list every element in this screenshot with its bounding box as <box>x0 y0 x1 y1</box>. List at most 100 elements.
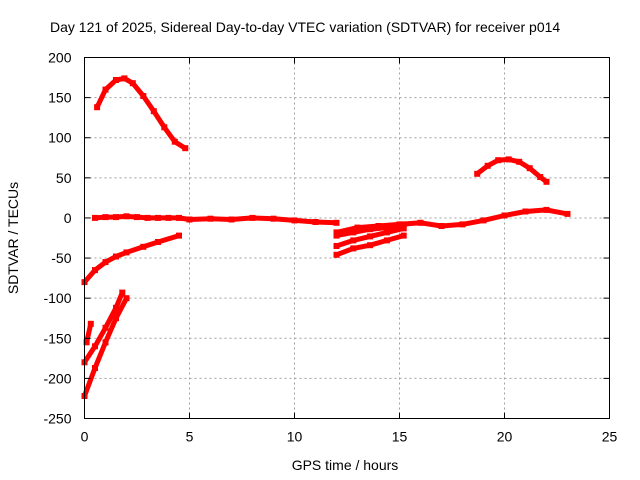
point-near-zero-early <box>165 214 172 221</box>
point-near-zero-mid <box>270 215 277 222</box>
trace-near-zero-mid <box>189 215 337 226</box>
point-drift-bundle-b <box>350 237 357 244</box>
y-tick-label: 150 <box>48 90 72 106</box>
x-tick-label: 25 <box>602 429 618 445</box>
point-arc-high-early <box>150 108 157 115</box>
point-near-zero-late <box>438 223 445 229</box>
y-tick-label: 50 <box>56 170 72 186</box>
point-rising-early <box>113 253 119 260</box>
point-drift-bundle-a <box>367 242 374 249</box>
point-near-zero-early <box>92 214 98 221</box>
axis-ticks: 0 5 10 15 20 25 200 150 100 50 0 -50 -100 -150 -200 -25… <box>43 50 617 445</box>
point-rising-early <box>102 259 109 266</box>
point-near-zero-early <box>144 214 151 221</box>
point-arc-high-late <box>526 165 533 172</box>
point-arc-high-early <box>94 104 101 111</box>
point-drift-bundle-c <box>367 226 374 233</box>
x-tick-label: 20 <box>497 429 513 445</box>
point-drift-bundle-c <box>400 221 407 228</box>
point-drift-bundle-b <box>400 225 407 232</box>
y-tick-label: -150 <box>43 330 71 346</box>
point-near-zero-early <box>176 214 182 221</box>
point-arc-high-late <box>537 174 544 180</box>
point-near-zero-early <box>134 214 140 221</box>
point-rising-early <box>155 239 161 245</box>
point-drift-bundle-b <box>333 243 340 249</box>
point-steep-c <box>92 365 98 371</box>
point-near-zero-mid <box>249 214 256 221</box>
point-drift-bundle-a <box>333 251 340 258</box>
y-tick-label: 100 <box>48 130 72 146</box>
point-near-zero-mid <box>228 216 235 223</box>
chart-title: Day 121 of 2025, Sidereal Day-to-day VTE… <box>50 19 560 35</box>
point-drift-bundle-c <box>383 224 390 231</box>
trace-arc-high-late <box>475 156 549 184</box>
point-near-zero-late <box>480 217 487 224</box>
point-drift-bundle-b <box>383 229 390 236</box>
point-steep-c <box>123 295 130 302</box>
point-arc-high-early <box>161 124 168 131</box>
point-steep-b <box>102 324 109 331</box>
y-tick-label: -100 <box>43 290 71 306</box>
point-near-zero-late <box>522 208 529 215</box>
y-tick-label: 0 <box>64 210 72 226</box>
point-near-zero-late <box>417 219 424 226</box>
point-steep-c <box>113 315 119 322</box>
data-traces <box>81 75 571 399</box>
point-arc-high-late <box>495 157 502 164</box>
point-arc-high-early <box>102 86 109 93</box>
point-arc-high-late <box>484 162 491 169</box>
point-drift-bundle-c <box>333 232 340 239</box>
point-steep-a <box>87 320 94 327</box>
point-steep-b <box>113 304 119 311</box>
point-arc-high-late <box>505 156 512 163</box>
point-arc-high-late <box>474 170 481 177</box>
point-steep-c <box>102 339 109 346</box>
y-tick-label: 200 <box>48 50 72 66</box>
point-near-zero-late <box>543 206 550 213</box>
point-steep-a <box>83 339 90 346</box>
point-near-zero-late <box>354 224 361 231</box>
x-tick-label: 5 <box>186 429 194 445</box>
point-rising-early <box>176 232 182 239</box>
point-arc-high-early <box>129 80 136 87</box>
point-near-zero-late <box>459 221 466 228</box>
y-tick-label: -50 <box>51 250 71 266</box>
point-near-zero-mid <box>333 219 340 226</box>
x-tick-label: 10 <box>287 429 303 445</box>
trace-arc-high-early <box>94 75 187 151</box>
y-tick-label: -250 <box>43 411 71 427</box>
point-near-zero-mid <box>207 215 214 222</box>
y-tick-label: -200 <box>43 370 71 386</box>
point-rising-early <box>140 243 147 250</box>
x-axis-label: GPS time / hours <box>292 457 399 473</box>
y-axis-label: SDTVAR / TECUs <box>5 182 21 294</box>
point-drift-bundle-a <box>383 237 390 244</box>
point-near-zero-mid <box>312 219 319 225</box>
point-near-zero-mid <box>291 217 298 224</box>
point-drift-bundle-a <box>350 245 357 252</box>
point-drift-bundle-c <box>350 229 357 236</box>
trace-rising-early <box>82 233 180 284</box>
trace-steep-a <box>84 323 94 343</box>
point-arc-high-early <box>113 77 119 83</box>
x-tick-label: 0 <box>81 429 89 445</box>
point-near-zero-early <box>155 214 161 221</box>
point-arc-high-early <box>171 138 178 145</box>
point-near-zero-late <box>564 210 571 217</box>
trace-near-zero-early <box>94 213 190 222</box>
point-arc-high-late <box>543 178 550 185</box>
point-drift-bundle-a <box>400 232 407 239</box>
point-rising-early <box>92 267 98 274</box>
point-near-zero-early <box>123 213 130 220</box>
point-arc-high-early <box>140 93 147 99</box>
point-arc-high-early <box>182 145 189 152</box>
point-arc-high-late <box>516 158 523 165</box>
point-rising-early <box>123 249 130 256</box>
point-steep-b <box>92 343 98 350</box>
point-near-zero-early <box>102 214 109 221</box>
point-drift-bundle-b <box>367 233 374 240</box>
plot-frame <box>84 57 610 419</box>
point-near-zero-early <box>113 214 119 221</box>
